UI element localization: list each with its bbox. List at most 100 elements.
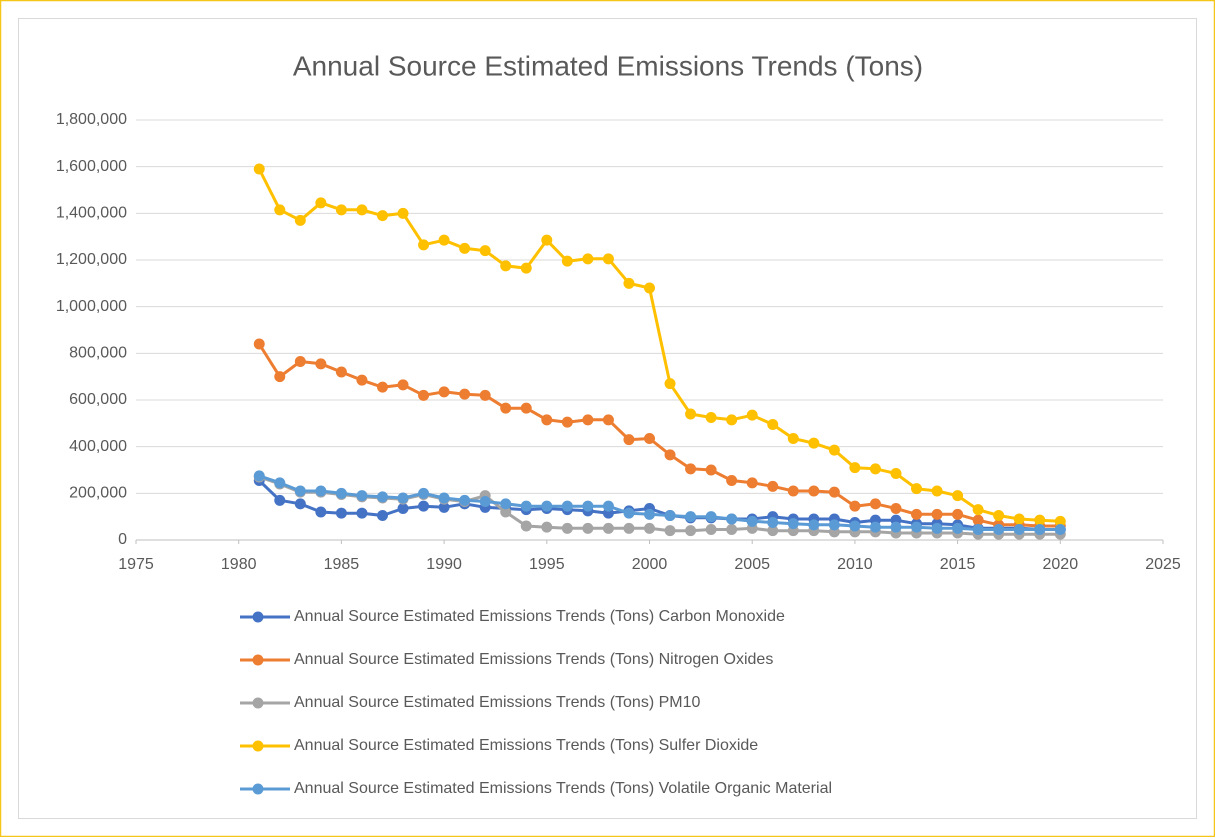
data-point xyxy=(685,511,697,523)
data-point xyxy=(664,510,676,521)
legend-label: Annual Source Estimated Emissions Trends… xyxy=(294,737,758,754)
data-point xyxy=(767,480,779,492)
data-point xyxy=(356,490,368,502)
x-tick-label: 2020 xyxy=(1043,556,1079,573)
series-line xyxy=(257,343,1061,528)
data-point xyxy=(644,282,655,294)
data-point xyxy=(253,338,265,350)
data-point xyxy=(418,500,430,512)
legend-marker xyxy=(252,697,264,709)
data-point xyxy=(993,510,1005,521)
data-point xyxy=(911,508,923,520)
data-point xyxy=(356,507,368,519)
data-point xyxy=(828,519,840,531)
data-point xyxy=(602,500,614,512)
x-tick-label: 2025 xyxy=(1145,556,1181,573)
data-point xyxy=(335,366,347,378)
data-point xyxy=(397,503,409,514)
data-point xyxy=(664,449,676,461)
legend-marker xyxy=(252,654,264,666)
data-point xyxy=(376,491,388,503)
data-point xyxy=(376,510,388,521)
data-point xyxy=(582,500,594,512)
data-point xyxy=(294,485,306,497)
data-point xyxy=(972,504,984,516)
series-line xyxy=(258,479,1061,531)
data-point xyxy=(274,477,286,489)
data-point xyxy=(705,412,717,423)
data-point xyxy=(767,419,779,430)
data-point xyxy=(623,434,635,446)
data-point xyxy=(582,414,594,426)
data-point xyxy=(746,515,758,527)
legend-label: Annual Source Estimated Emissions Trends… xyxy=(294,651,773,668)
data-point xyxy=(726,513,738,525)
data-point xyxy=(828,486,840,498)
data-point xyxy=(294,214,306,226)
data-point xyxy=(315,197,327,209)
data-point xyxy=(479,496,491,507)
data-point xyxy=(274,204,286,216)
data-point xyxy=(1013,524,1025,535)
grid: 0 200,000 400,000 600,000 800,000 1,000,000 1,… xyxy=(56,111,1181,573)
data-point xyxy=(376,210,388,222)
data-point xyxy=(767,525,779,537)
data-point xyxy=(808,437,820,449)
data-point xyxy=(808,485,820,497)
y-tick-label: 0 xyxy=(118,531,127,548)
data-point xyxy=(315,506,327,518)
data-point xyxy=(787,485,799,497)
y-tick-label: 1,000,000 xyxy=(56,298,127,315)
series-line xyxy=(257,168,1061,523)
data-point xyxy=(685,408,697,420)
data-point xyxy=(541,521,553,533)
data-point xyxy=(294,356,306,367)
data-point xyxy=(397,492,409,504)
data-point xyxy=(849,500,861,512)
data-point xyxy=(582,522,594,534)
data-point xyxy=(561,522,573,534)
data-point xyxy=(500,260,512,272)
data-point xyxy=(664,525,676,537)
data-point xyxy=(931,508,943,520)
data-point xyxy=(1034,514,1046,526)
data-point xyxy=(520,262,532,274)
data-point xyxy=(582,253,594,265)
data-point xyxy=(931,485,943,497)
data-point xyxy=(869,521,881,533)
data-point xyxy=(767,517,779,528)
data-point xyxy=(541,414,553,426)
data-point xyxy=(705,464,717,476)
data-point xyxy=(972,514,984,526)
data-point xyxy=(253,470,265,482)
y-tick-label: 1,200,000 xyxy=(56,251,127,268)
y-tick-label: 600,000 xyxy=(69,391,127,408)
data-point xyxy=(418,487,430,499)
y-tick-label: 1,400,000 xyxy=(56,205,127,222)
data-point xyxy=(746,477,758,489)
y-tick-label: 200,000 xyxy=(69,485,127,502)
data-point xyxy=(705,511,717,523)
data-point xyxy=(418,389,430,401)
data-point xyxy=(274,371,286,383)
data-point xyxy=(911,483,923,495)
data-point xyxy=(952,508,964,520)
data-point xyxy=(438,501,450,513)
data-point xyxy=(623,507,635,519)
data-point xyxy=(644,522,655,534)
data-point xyxy=(726,414,738,426)
x-tick-label: 2010 xyxy=(837,556,873,573)
data-point xyxy=(623,277,635,289)
data-point xyxy=(520,520,532,532)
y-tick-label: 1,600,000 xyxy=(56,158,127,175)
data-point xyxy=(356,374,368,386)
x-tick-label: 2005 xyxy=(734,556,770,573)
data-point xyxy=(726,524,738,535)
data-point xyxy=(644,433,655,444)
data-point xyxy=(849,462,861,474)
data-point xyxy=(931,522,943,534)
data-point xyxy=(315,358,327,370)
data-point xyxy=(623,522,635,534)
